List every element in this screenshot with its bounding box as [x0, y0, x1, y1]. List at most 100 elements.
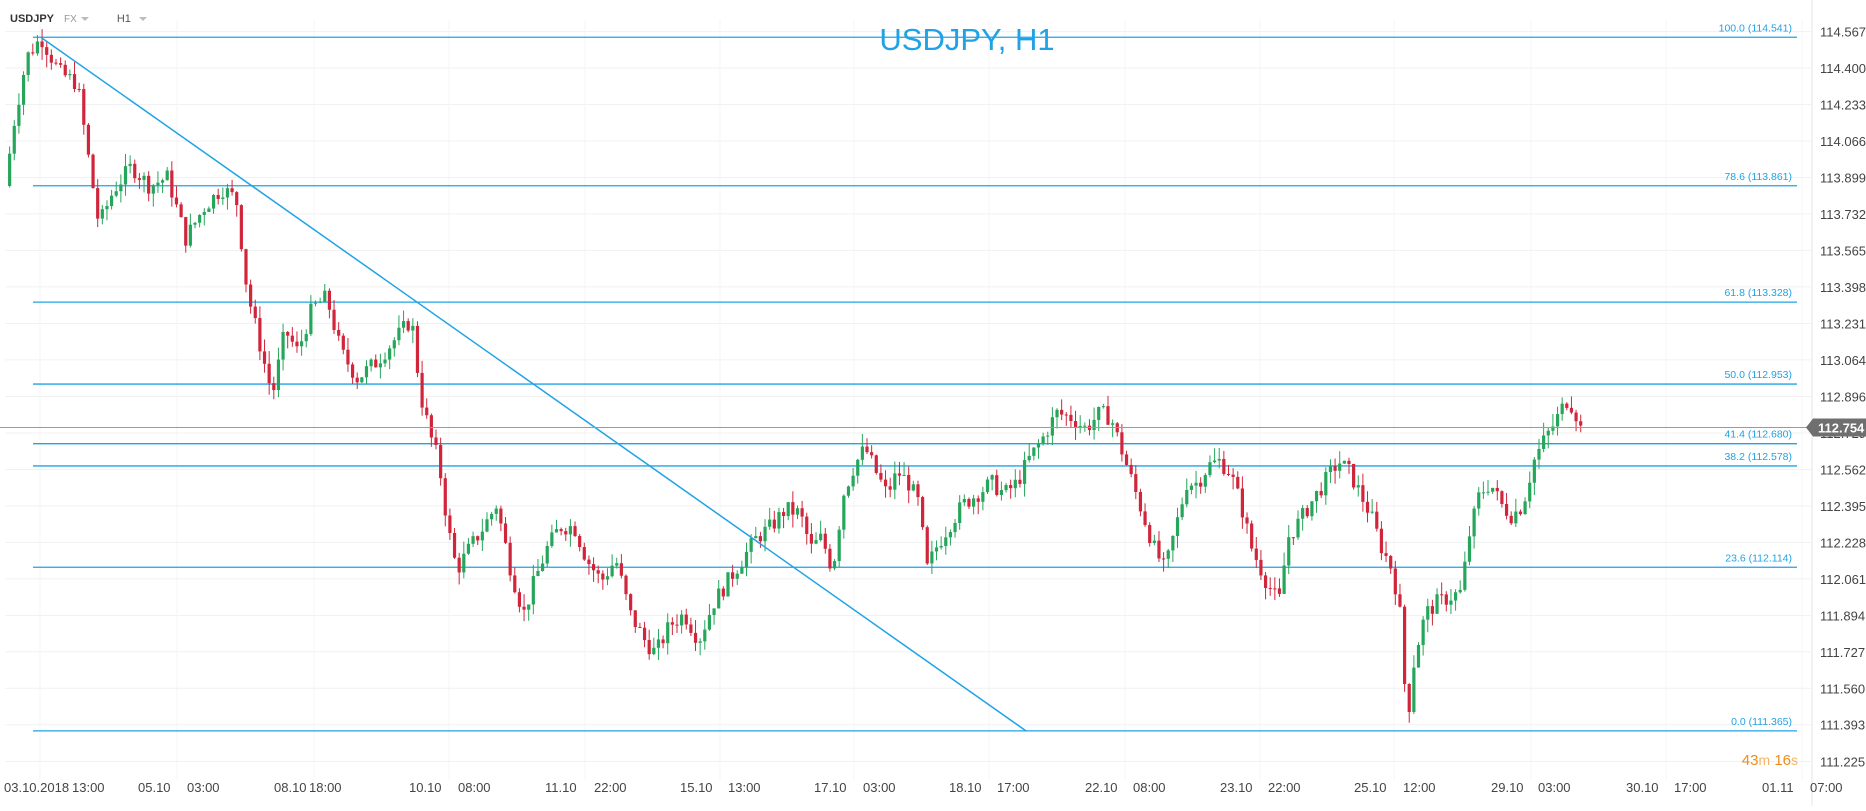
x-tick-label: 18.10 — [949, 780, 982, 795]
trendline-layer — [40, 36, 1027, 732]
candle-body — [230, 188, 234, 193]
candle-body — [1402, 606, 1407, 684]
x-tick-label: 05.10 — [138, 780, 171, 795]
candle-body — [72, 74, 77, 90]
candle-body — [1171, 535, 1175, 551]
candle-body — [921, 497, 925, 528]
candle-body — [1180, 504, 1184, 518]
candle-body — [364, 366, 369, 378]
fib-level-label: 78.6 (113.861) — [1724, 171, 1792, 183]
candle-body — [1333, 466, 1337, 471]
y-tick-label: 113.064 — [1820, 353, 1866, 368]
x-tick-label: 17.10 — [814, 780, 847, 795]
candle-body — [536, 570, 540, 577]
candle-body — [276, 359, 281, 391]
candle-body — [415, 325, 420, 373]
candle-body — [1356, 485, 1360, 488]
candle-body — [772, 519, 776, 529]
symbol-label[interactable]: USDJPY — [10, 13, 55, 25]
candle-body — [1528, 482, 1532, 502]
market-label: FX — [64, 13, 77, 25]
candle-body — [1310, 501, 1314, 517]
candle-body — [1134, 474, 1138, 492]
candle-body — [290, 335, 294, 342]
candle-body — [944, 537, 948, 546]
candle-body — [1226, 473, 1231, 475]
candle-body — [976, 498, 980, 502]
fibonacci-levels: 100.0 (114.541) 78.6 (113.861) 61.8 (113.3… — [33, 22, 1797, 732]
x-tick-label: 15.10 — [680, 780, 713, 795]
candle-body — [188, 224, 192, 246]
candle-body — [1282, 565, 1286, 594]
candle-body — [573, 526, 577, 536]
candle-body — [1036, 443, 1041, 448]
candle-body — [1347, 460, 1351, 465]
candle-body — [1495, 487, 1499, 492]
candle-body — [791, 502, 795, 515]
candle-body — [114, 191, 118, 196]
candle-body — [610, 565, 614, 577]
candle-body — [1426, 606, 1430, 620]
candle-body — [703, 629, 707, 642]
candle-body — [981, 492, 985, 502]
candle-body — [137, 178, 141, 180]
candle-body — [258, 318, 262, 352]
candle-body — [666, 622, 670, 644]
x-tick-label: 03.10.2018 — [4, 780, 69, 795]
candle-body — [1083, 425, 1087, 427]
candle-body — [216, 195, 220, 199]
x-tick-label: 29.10 — [1491, 780, 1524, 795]
candle-body — [670, 622, 674, 625]
candle-body — [1120, 432, 1124, 455]
candle-body — [327, 290, 332, 310]
candle-body — [744, 551, 749, 568]
candle-body — [1073, 421, 1078, 428]
candle-body — [1129, 464, 1133, 475]
candle-body — [1231, 474, 1235, 477]
x-tick-label: 13:00 — [72, 780, 105, 795]
candle-body — [295, 341, 299, 347]
candle-body — [578, 535, 582, 548]
candle-body — [476, 536, 480, 541]
candle-body — [1352, 464, 1356, 488]
candle-body — [225, 188, 230, 198]
candle-body — [452, 533, 457, 558]
candle-body — [925, 527, 929, 564]
candle-body — [568, 526, 572, 535]
candle-body — [809, 534, 813, 544]
candle-body — [777, 512, 781, 529]
candle-body — [31, 52, 35, 54]
candle-body — [318, 301, 322, 303]
candle-body — [1532, 459, 1536, 483]
x-tick-label: 03:00 — [863, 780, 896, 795]
x-tick-label: 22.10 — [1085, 780, 1118, 795]
candle-body — [698, 641, 702, 643]
candle-body — [1361, 485, 1365, 502]
market-selector[interactable]: FX — [64, 14, 89, 25]
candle-body — [642, 627, 647, 641]
candle-body — [638, 626, 642, 628]
candle-body — [401, 321, 406, 328]
candle-body — [865, 446, 869, 453]
candle-body — [1440, 594, 1444, 596]
candle-body — [911, 484, 915, 491]
timeframe-selector[interactable]: H1 — [117, 13, 147, 25]
candle-body — [596, 570, 600, 574]
candle-body — [346, 349, 350, 365]
candle-body — [1212, 460, 1217, 463]
candle-body — [1273, 588, 1277, 590]
candle-body — [999, 490, 1004, 495]
candle-body — [286, 332, 290, 336]
candle-body — [457, 557, 461, 573]
candle-body — [1324, 472, 1328, 496]
candle-body — [874, 455, 878, 473]
candle-body — [341, 335, 345, 350]
candle-body — [897, 473, 902, 476]
candle-body — [1296, 518, 1300, 538]
candle-body — [1458, 589, 1462, 593]
candle-body — [471, 536, 475, 544]
y-tick-label: 111.225 — [1820, 754, 1865, 769]
countdown-seconds-unit: s — [1791, 752, 1798, 768]
